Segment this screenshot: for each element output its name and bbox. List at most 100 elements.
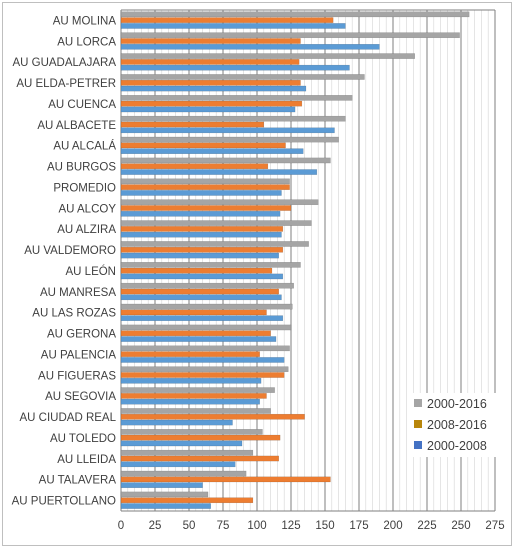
bar-2000-2008-au-gerona [120,336,277,342]
bar-2000-2016-au-segovia [120,387,275,393]
bar-2000-2016-au-figueras [120,366,289,373]
bar-2008-2016-au-guadalajara [120,59,300,65]
category-label: AU FIGUERAS [38,370,116,382]
category-label: AU CUENCA [48,99,116,111]
x-tick-label: 250 [451,520,470,532]
legend-label-2008-2016: 2008-2016 [427,418,487,432]
bar-2000-2016-au-talavera [120,470,247,477]
bar-2008-2016-au-albacete [120,121,265,128]
bar-2000-2008-au-molina [120,23,346,29]
x-tick-label: 100 [247,520,266,532]
category-label: AU PALENCIA [41,349,117,361]
bar-2008-2016-au-lorca [120,38,301,44]
bar-2000-2008-au-albacete [120,127,335,134]
bar-2000-2016-au-albacete [120,115,346,122]
bar-2008-2016-au-palencia [120,351,260,357]
category-label: AU GERONA [47,329,116,341]
bar-2000-2016-au-lleida [120,449,254,456]
category-label: AU TOLEDO [50,433,116,445]
bar-2000-2008-au-las-rozas [120,315,284,321]
x-tick-label: 275 [485,520,504,532]
legend-swatch-2000-2016 [414,399,422,407]
x-tick-label: 125 [281,520,300,532]
x-tick-label: 75 [217,520,230,532]
bar-2000-2016-au-toledo [120,429,263,435]
bar-2008-2016-promedio [120,184,290,190]
bar-2000-2008-au-alzira [120,231,282,238]
bar-2000-2008-au-lorca [120,44,380,50]
bar-2000-2008-au-guadalajara [120,64,350,71]
bar-2000-2016-au-burgos [120,157,331,164]
bar-2008-2016-au-alcal- [120,142,286,149]
x-tick-label: 25 [149,520,162,532]
category-label: AU ALZIRA [57,224,116,236]
category-label: AU BURGOS [47,162,116,174]
category-label: AU SEGOVIA [45,391,116,403]
bar-2008-2016-au-segovia [120,393,267,399]
category-label: AU PUERTOLLANO [12,496,116,508]
bar-2008-2016-au-molina [120,17,334,23]
bar-2008-2016-au-valdemoro [120,246,284,253]
category-label: AU GUADALAJARA [12,57,116,69]
bar-2008-2016-au-gerona [120,330,271,337]
category-label: AU ALCALÁ [53,140,116,153]
bar-2000-2016-au-gerona [120,324,292,331]
bar-2000-2016-au-alcoy [120,199,319,206]
x-tick-label: 0 [118,520,124,532]
category-label: AU ALBACETE [37,120,116,132]
bar-2000-2008-au-alcoy [120,211,281,217]
bar-2000-2008-au-le-n [120,273,284,280]
category-label: AU VALDEMORO [24,245,116,257]
bar-2008-2016-au-manresa [120,288,279,295]
x-tick-label: 150 [315,520,334,532]
bar-2000-2016-au-las-rozas [120,303,293,310]
bar-2008-2016-au-alzira [120,226,284,232]
legend-swatch-2008-2016 [414,420,422,428]
bar-2008-2016-au-alcoy [120,205,292,211]
bar-2000-2008-au-figueras [120,378,262,384]
bar-2000-2016-au-manresa [120,282,294,289]
bar-2008-2016-au-talavera [120,476,331,483]
category-label: AU LAS ROZAS [32,308,116,320]
bar-2000-2008-au-valdemoro [120,252,279,259]
bar-2000-2008-au-cuenca [120,106,296,113]
bar-2008-2016-au-le-n [120,267,273,274]
bar-2000-2008-au-ciudad-real [120,419,233,426]
bar-2008-2016-au-cuenca [120,100,303,107]
bar-2000-2016-au-cuenca [120,95,353,101]
bar-2000-2008-au-palencia [120,357,285,363]
bar-2000-2016-au-guadalajara [120,53,415,59]
bar-2000-2008-au-toledo [120,440,243,447]
x-tick-label: 225 [417,520,436,532]
bar-2000-2008-promedio [120,190,282,196]
legend-label-2000-2016: 2000-2016 [427,397,487,411]
category-label: AU LORCA [57,36,116,48]
bar-2008-2016-au-las-rozas [120,309,267,316]
bar-2000-2008-au-talavera [120,482,203,488]
bar-2000-2016-au-elda-petrer [120,74,365,80]
bar-2000-2008-au-burgos [120,169,318,175]
bar-2000-2016-au-molina [120,11,470,18]
bar-2000-2016-au-ciudad-real [120,408,271,414]
category-label: AU TALAVERA [39,475,117,487]
bar-2008-2016-au-lleida [120,455,279,462]
bar-2000-2016-au-alzira [120,220,312,226]
bar-2000-2016-promedio [120,178,290,185]
category-label: AU CIUDAD REAL [20,412,117,424]
bar-2000-2016-au-valdemoro [120,241,309,247]
chart-frame [2,2,512,546]
legend-swatch-2000-2008 [414,441,422,449]
bar-2000-2008-au-lleida [120,461,236,468]
category-label: PROMEDIO [53,182,116,194]
legend-label-2000-2008: 2000-2008 [427,439,487,453]
bar-2000-2008-au-puertollano [120,503,211,509]
bar-2000-2016-au-palencia [120,345,290,352]
x-tick-label: 175 [349,520,368,532]
bar-2008-2016-au-ciudad-real [120,413,305,420]
bar-2008-2016-au-puertollano [120,497,254,504]
category-label: AU MANRESA [40,287,116,299]
x-tick-label: 50 [183,520,196,532]
bar-2000-2008-au-manresa [120,294,282,301]
bar-2000-2008-au-segovia [120,398,260,405]
